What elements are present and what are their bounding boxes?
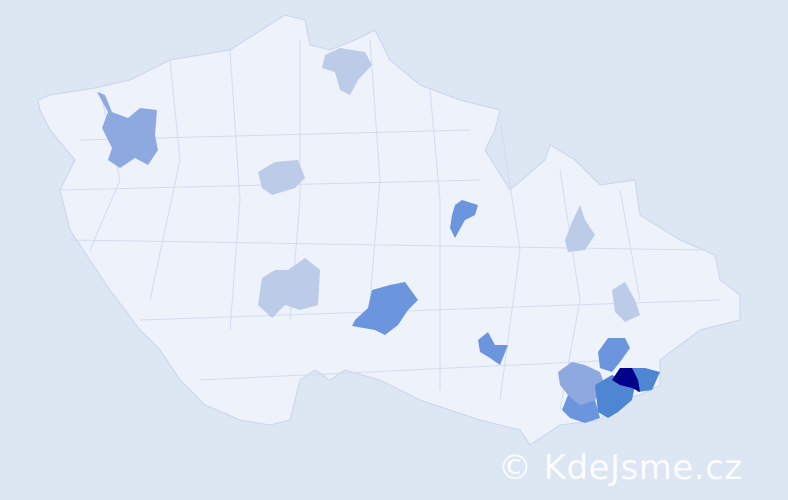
district-level3[interactable] — [450, 200, 478, 238]
district-level3[interactable] — [562, 395, 600, 423]
highlighted-districts — [97, 48, 660, 423]
country-outline — [37, 14, 741, 446]
district-level3[interactable] — [478, 332, 508, 365]
district-level1[interactable] — [612, 282, 640, 322]
district-level1[interactable] — [322, 48, 372, 95]
district-level1[interactable] — [565, 205, 595, 252]
watermark-logo: © KdeJsme.cz — [498, 448, 743, 488]
district-level3[interactable] — [352, 282, 418, 335]
district-max[interactable] — [612, 368, 640, 392]
district-level2[interactable] — [97, 92, 158, 168]
district-level2[interactable] — [558, 362, 605, 405]
district-level1[interactable] — [258, 160, 305, 195]
district-level1[interactable] — [258, 258, 320, 318]
district-level3[interactable] — [598, 338, 630, 372]
